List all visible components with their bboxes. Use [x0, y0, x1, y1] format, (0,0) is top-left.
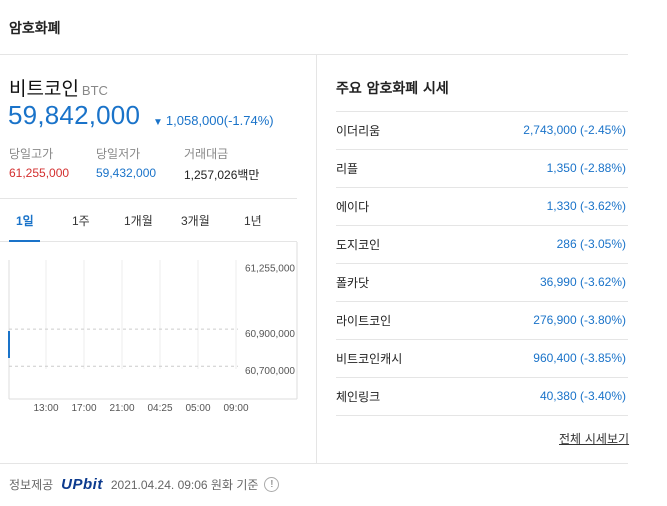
down-arrow-icon: ▼ — [153, 117, 163, 128]
chart-y-tick-label: 60,900,000 — [245, 329, 295, 340]
stat-day-low: 당일저가 59,432,000 — [96, 145, 156, 180]
coin-name[interactable]: 비트코인 — [9, 78, 79, 100]
market-row-divider — [336, 187, 628, 188]
stat-day-low-value: 59,432,000 — [96, 166, 157, 180]
market-row-value: 40,380 (-3.40%) — [539, 389, 626, 403]
chart-x-tick-label: 04:25 — [147, 403, 172, 414]
market-row[interactable]: 도지코인 286 (-3.05%) — [336, 225, 628, 263]
chart-grid — [8, 242, 298, 400]
tab-1year[interactable]: 1년 — [244, 214, 262, 228]
market-title: 주요 암호화폐 시세 — [336, 81, 449, 97]
stat-day-low-label: 당일저가 — [96, 147, 141, 161]
price-chart[interactable]: 61,255,000 60,900,000 60,700,000 13:00 17:0… — [0, 242, 300, 422]
market-row-value: 36,990 (-3.62%) — [539, 275, 626, 289]
price-change-value: 1,058,000(-1.74%) — [165, 113, 274, 128]
tabs-divider-bottom — [0, 241, 297, 242]
upbit-logo[interactable]: UPbit — [61, 476, 103, 493]
stat-volume-value: 1,257,026백만 — [184, 168, 260, 182]
market-row-value: 960,400 (-3.85%) — [533, 351, 626, 365]
market-row[interactable]: 폴카닷 36,990 (-3.62%) — [336, 263, 628, 301]
market-row-divider — [336, 225, 628, 226]
stat-volume: 거래대금 1,257,026백만 — [184, 145, 259, 183]
stat-day-high-value: 61,255,000 — [9, 166, 70, 180]
market-title-divider — [336, 111, 628, 112]
chart-y-ticks: 61,255,000 60,900,000 60,700,000 — [245, 263, 295, 377]
chart-y-tick-label: 61,255,000 — [245, 263, 295, 274]
tabs-divider-top — [0, 198, 297, 199]
market-row-value: 2,743,000 (-2.45%) — [523, 123, 626, 137]
vertical-divider — [316, 55, 317, 463]
current-price: 59,842,000 — [8, 100, 141, 130]
stat-volume-label: 거래대금 — [184, 147, 229, 161]
chart-x-tick-label: 05:00 — [185, 403, 210, 414]
market-row-value: 276,900 (-3.80%) — [533, 313, 626, 327]
market-row-name[interactable]: 리플 — [336, 161, 359, 176]
market-row-name[interactable]: 에이다 — [336, 199, 370, 214]
market-row-divider — [336, 149, 628, 150]
section-title: 암호화폐 — [9, 21, 61, 37]
chart-y-tick-label: 60,700,000 — [245, 366, 295, 377]
view-all-link[interactable]: 전체 시세보기 — [559, 432, 630, 446]
coin-symbol: BTC — [81, 83, 108, 98]
active-tab-indicator — [9, 240, 40, 242]
market-row-name[interactable]: 비트코인캐시 — [336, 351, 403, 366]
market-row-value: 1,350 (-2.88%) — [546, 161, 626, 175]
tab-1month[interactable]: 1개월 — [124, 214, 153, 228]
market-row-divider — [336, 301, 628, 302]
market-row-divider — [336, 415, 628, 416]
chart-x-ticks: 13:00 17:00 21:00 04:25 05:00 09:00 — [33, 403, 248, 414]
market-row-divider — [336, 339, 628, 340]
market-row[interactable]: 에이다 1,330 (-3.62%) — [336, 187, 628, 225]
tab-1week[interactable]: 1주 — [72, 214, 90, 228]
timestamp: 2021.04.24. 09:06 원화 기준 — [110, 478, 259, 492]
market-row[interactable]: 이더리움 2,743,000 (-2.45%) — [336, 111, 628, 149]
chart-x-tick-label: 09:00 — [223, 403, 248, 414]
price-change: ▼ 1,058,000(-1.74%) — [153, 113, 274, 128]
market-row[interactable]: 라이트코인 276,900 (-3.80%) — [336, 301, 628, 339]
market-row-name[interactable]: 라이트코인 — [336, 313, 392, 328]
chart-x-tick-label: 21:00 — [109, 403, 134, 414]
market-row-name[interactable]: 체인링크 — [336, 389, 381, 404]
market-row-name[interactable]: 도지코인 — [336, 237, 381, 252]
market-row[interactable]: 체인링크 40,380 (-3.40%) — [336, 377, 628, 415]
stat-day-high: 당일고가 61,255,000 — [9, 145, 69, 180]
footer: 정보제공 UPbit 2021.04.24. 09:06 원화 기준 ! — [9, 476, 280, 493]
chart-x-tick-label: 17:00 — [71, 403, 96, 414]
tab-1day[interactable]: 1일 — [16, 214, 34, 228]
source-label: 정보제공 — [9, 478, 54, 492]
market-row-divider — [336, 263, 628, 264]
market-row-divider — [336, 377, 628, 378]
market-row-name[interactable]: 이더리움 — [336, 123, 381, 138]
market-row[interactable]: 리플 1,350 (-2.88%) — [336, 149, 628, 187]
tab-3month[interactable]: 3개월 — [181, 214, 210, 228]
market-row-value: 1,330 (-3.62%) — [546, 199, 626, 213]
market-row-value: 286 (-3.05%) — [556, 237, 626, 251]
top-divider — [0, 54, 628, 55]
chart-x-tick-label: 13:00 — [33, 403, 58, 414]
market-row[interactable]: 비트코인캐시 960,400 (-3.85%) — [336, 339, 628, 377]
market-row-name[interactable]: 폴카닷 — [336, 275, 370, 290]
coin-title[interactable]: 비트코인 BTC — [9, 74, 108, 101]
footer-divider — [0, 463, 628, 464]
info-icon[interactable]: ! — [264, 477, 280, 492]
stat-day-high-label: 당일고가 — [9, 147, 54, 161]
